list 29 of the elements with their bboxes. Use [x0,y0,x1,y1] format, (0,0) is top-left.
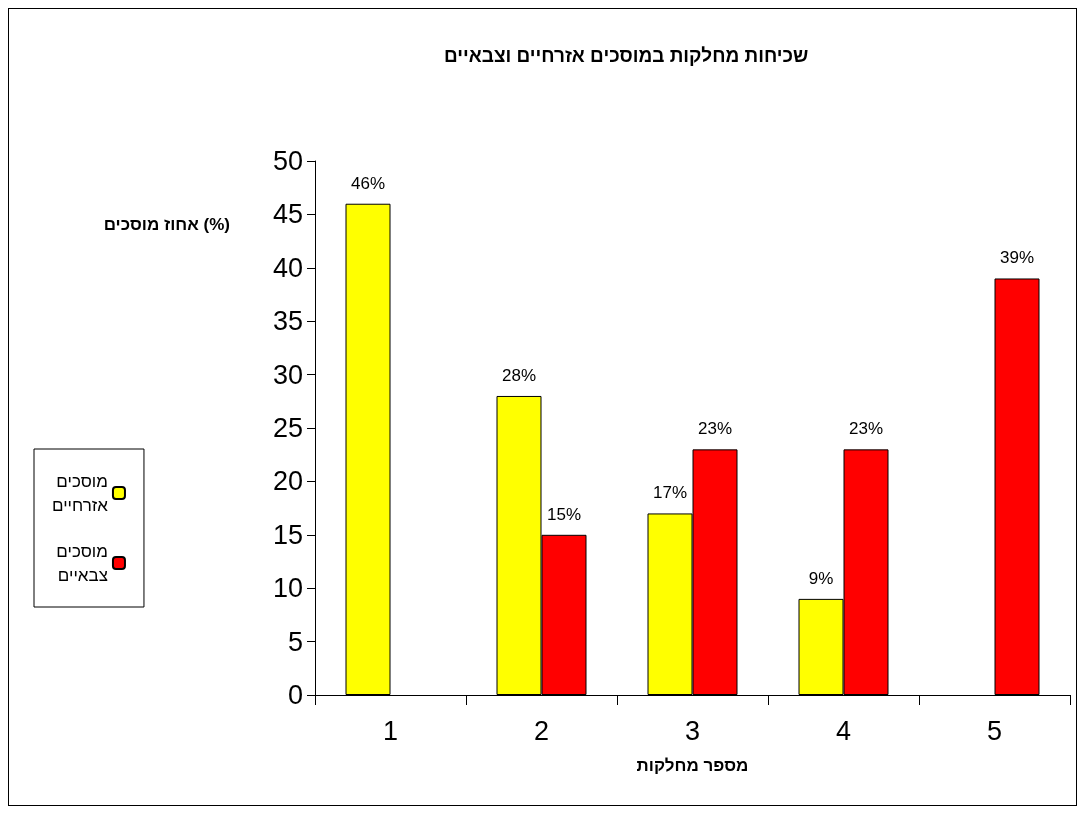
x-axis-title: מספר מחלקות [636,756,749,775]
x-tick-label: 3 [684,715,701,746]
y-axis-title: אחוז מוסכים (%) [103,215,230,234]
data-label: 46% [350,173,386,193]
x-tick-label: 1 [382,715,399,746]
y-tick-label: 15 [272,519,303,550]
x-tick-label: 2 [533,715,550,746]
data-label: 28% [501,365,537,385]
y-tick-label: 35 [272,306,303,337]
chart-title: שכיחות מחלקות במוסכים אזרחיים וצבאיים [444,45,809,66]
y-tick-label: 30 [272,359,303,390]
y-tick-label: 5 [287,626,303,657]
y-tick-label: 50 [272,146,303,176]
x-tick-label: 4 [835,715,852,746]
y-tick-label: 0 [287,680,303,710]
data-label: 9% [808,568,834,588]
y-tick-label: 25 [272,413,303,443]
y-tick-label: 45 [272,199,303,230]
x-tick-label: 5 [986,715,1003,746]
data-label: 39% [999,248,1035,268]
legend-label: מוסכים אזרחיים [51,471,109,515]
legend-label: מוסכים צבאיים [56,541,108,585]
data-label: 23% [848,419,884,439]
data-label: 15% [546,504,582,524]
data-label: 17% [652,483,688,503]
y-tick-label: 40 [272,252,303,283]
y-tick-label: 10 [272,573,303,604]
y-tick-label: 20 [272,466,303,497]
data-label: 23% [697,419,733,439]
